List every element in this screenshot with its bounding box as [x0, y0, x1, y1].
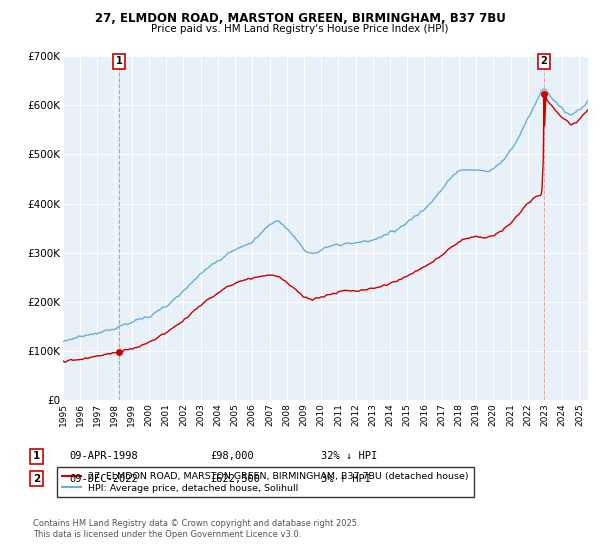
- Text: 32% ↓ HPI: 32% ↓ HPI: [321, 451, 377, 461]
- Text: 09-DEC-2022: 09-DEC-2022: [69, 474, 138, 484]
- Text: Contains HM Land Registry data © Crown copyright and database right 2025.
This d: Contains HM Land Registry data © Crown c…: [33, 520, 359, 539]
- Text: 27, ELMDON ROAD, MARSTON GREEN, BIRMINGHAM, B37 7BU: 27, ELMDON ROAD, MARSTON GREEN, BIRMINGH…: [95, 12, 505, 25]
- Text: £622,500: £622,500: [210, 474, 260, 484]
- Text: 3% ↑ HPI: 3% ↑ HPI: [321, 474, 371, 484]
- Text: 2: 2: [541, 56, 547, 66]
- Legend: 27, ELMDON ROAD, MARSTON GREEN, BIRMINGHAM, B37 7BU (detached house), HPI: Avera: 27, ELMDON ROAD, MARSTON GREEN, BIRMINGH…: [57, 467, 474, 497]
- Text: 09-APR-1998: 09-APR-1998: [69, 451, 138, 461]
- Text: 1: 1: [33, 451, 40, 461]
- Text: Price paid vs. HM Land Registry's House Price Index (HPI): Price paid vs. HM Land Registry's House …: [151, 24, 449, 34]
- Text: £98,000: £98,000: [210, 451, 254, 461]
- Text: 1: 1: [116, 56, 122, 66]
- Text: 2: 2: [33, 474, 40, 484]
